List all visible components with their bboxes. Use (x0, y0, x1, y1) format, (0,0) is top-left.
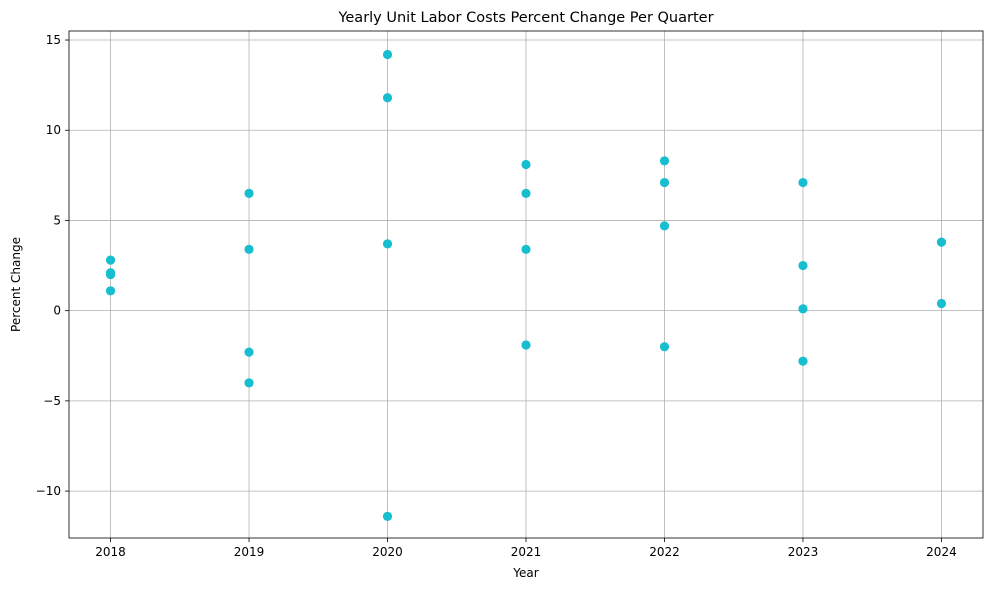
x-tick-label: 2023 (788, 545, 819, 559)
data-point (244, 347, 254, 357)
x-axis-label: Year (512, 566, 538, 580)
data-point (936, 237, 947, 247)
data-point (521, 340, 531, 350)
data-point (659, 156, 670, 166)
data-point (382, 511, 393, 521)
x-axis-ticks: 2018 2019 2020 2021 2022 2023 2024 (95, 538, 957, 559)
data-point (244, 188, 254, 198)
data-points (105, 49, 947, 521)
grid-lines (69, 31, 983, 538)
data-point (659, 221, 670, 231)
data-point (382, 49, 393, 60)
data-point (244, 244, 254, 254)
data-point (105, 286, 116, 296)
x-tick-label: 2022 (649, 545, 680, 559)
y-tick-label: 10 (46, 123, 61, 137)
data-point (105, 269, 116, 280)
y-axis-label: Percent Change (9, 237, 23, 332)
x-tick-label: 2021 (511, 545, 542, 559)
y-tick-label: −5 (43, 394, 61, 408)
data-point (798, 177, 808, 188)
data-point (521, 159, 531, 170)
y-axis-ticks: −10 −5 0 5 10 15 (36, 33, 69, 498)
y-tick-label: −10 (36, 484, 61, 498)
x-tick-label: 2019 (234, 545, 265, 559)
data-point (244, 378, 254, 388)
data-point (521, 188, 531, 198)
data-point (105, 255, 116, 265)
data-point (798, 356, 808, 366)
data-point (798, 260, 808, 271)
chart-title: Yearly Unit Labor Costs Percent Change P… (337, 10, 713, 26)
data-point (659, 342, 670, 352)
x-tick-label: 2020 (372, 545, 403, 559)
y-tick-label: 0 (53, 304, 61, 318)
data-point (936, 298, 947, 309)
data-point (798, 304, 808, 314)
y-tick-label: 5 (53, 213, 61, 227)
x-tick-label: 2024 (926, 545, 957, 559)
data-point (521, 244, 531, 254)
data-point (659, 177, 670, 188)
data-point (382, 239, 393, 249)
y-tick-label: 15 (46, 33, 61, 47)
x-tick-label: 2018 (95, 545, 126, 559)
data-point (382, 93, 393, 103)
